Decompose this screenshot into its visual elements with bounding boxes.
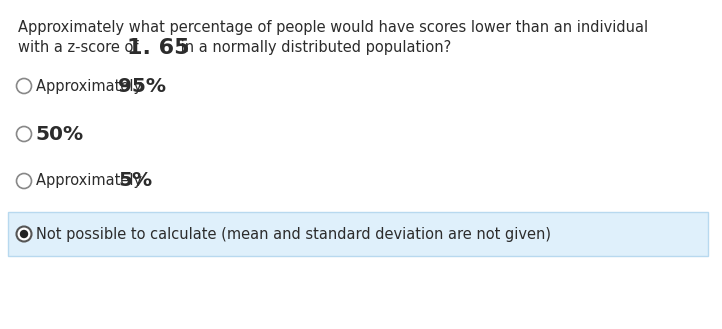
Text: 50%: 50% bbox=[35, 124, 84, 143]
Circle shape bbox=[17, 173, 32, 189]
Text: Approximately: Approximately bbox=[35, 79, 147, 93]
Circle shape bbox=[17, 226, 32, 241]
Text: Approximately: Approximately bbox=[35, 173, 147, 189]
Text: 5%: 5% bbox=[118, 171, 152, 190]
Text: in a normally distributed population?: in a normally distributed population? bbox=[176, 40, 451, 55]
Text: 1. 65: 1. 65 bbox=[127, 38, 189, 58]
Text: Approximately what percentage of people would have scores lower than an individu: Approximately what percentage of people … bbox=[18, 20, 648, 35]
FancyBboxPatch shape bbox=[8, 212, 708, 256]
Circle shape bbox=[17, 126, 32, 141]
Text: 95%: 95% bbox=[118, 77, 166, 95]
Circle shape bbox=[17, 79, 32, 93]
Text: Not possible to calculate (mean and standard deviation are not given): Not possible to calculate (mean and stan… bbox=[35, 226, 550, 241]
Circle shape bbox=[20, 231, 27, 238]
Text: with a z-score of: with a z-score of bbox=[18, 40, 143, 55]
